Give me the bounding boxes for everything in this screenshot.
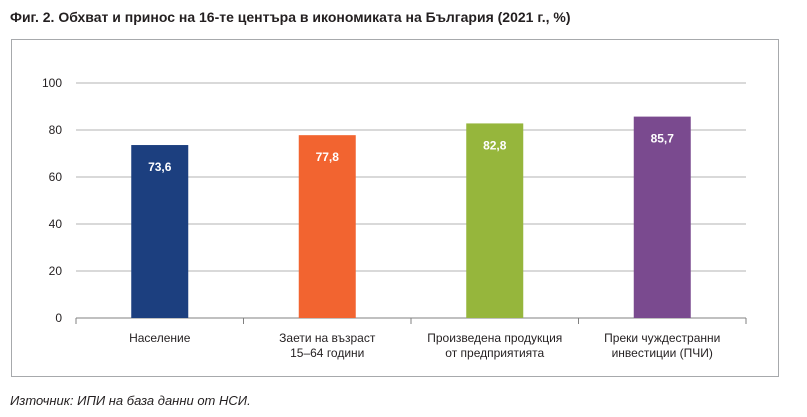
- category-label: Заети на възраст 15–64 години: [279, 331, 376, 360]
- data-label: 73,6: [148, 160, 172, 174]
- bar: [298, 135, 356, 318]
- data-label: 85,7: [651, 132, 675, 146]
- source-note: Източник: ИПИ на база данни от НСИ.: [10, 393, 251, 408]
- category-label-line: Преки чуждестранни: [604, 331, 720, 345]
- category-label-line: Заети на възраст: [279, 331, 376, 345]
- category-label: Преки чуждестранни инвестиции (ПЧИ): [604, 331, 720, 360]
- y-tick-label: 40: [49, 217, 63, 231]
- category-label-line: от предприятията: [445, 346, 544, 360]
- bar: [466, 123, 524, 318]
- y-tick-label: 100: [42, 76, 62, 90]
- data-label: 77,8: [316, 150, 340, 164]
- y-tick-label: 20: [49, 264, 63, 278]
- bar: [633, 116, 691, 318]
- y-tick-label: 80: [49, 123, 63, 137]
- data-label: 82,8: [483, 138, 507, 152]
- y-tick-label: 0: [55, 311, 62, 325]
- y-tick-label: 60: [49, 170, 63, 184]
- category-label: Произведена продукция от предприятията: [427, 331, 562, 360]
- chart-frame: [11, 39, 779, 377]
- bar: [131, 145, 189, 318]
- category-label-line: Произведена продукция: [427, 331, 562, 345]
- figure-title: Фиг. 2. Обхват и принос на 16-те центъра…: [10, 9, 571, 25]
- category-label-line: инвестиции (ПЧИ): [612, 346, 713, 360]
- category-label-line: Население: [129, 331, 191, 345]
- category-label-line: 15–64 години: [290, 346, 364, 360]
- category-label: Население: [129, 331, 191, 345]
